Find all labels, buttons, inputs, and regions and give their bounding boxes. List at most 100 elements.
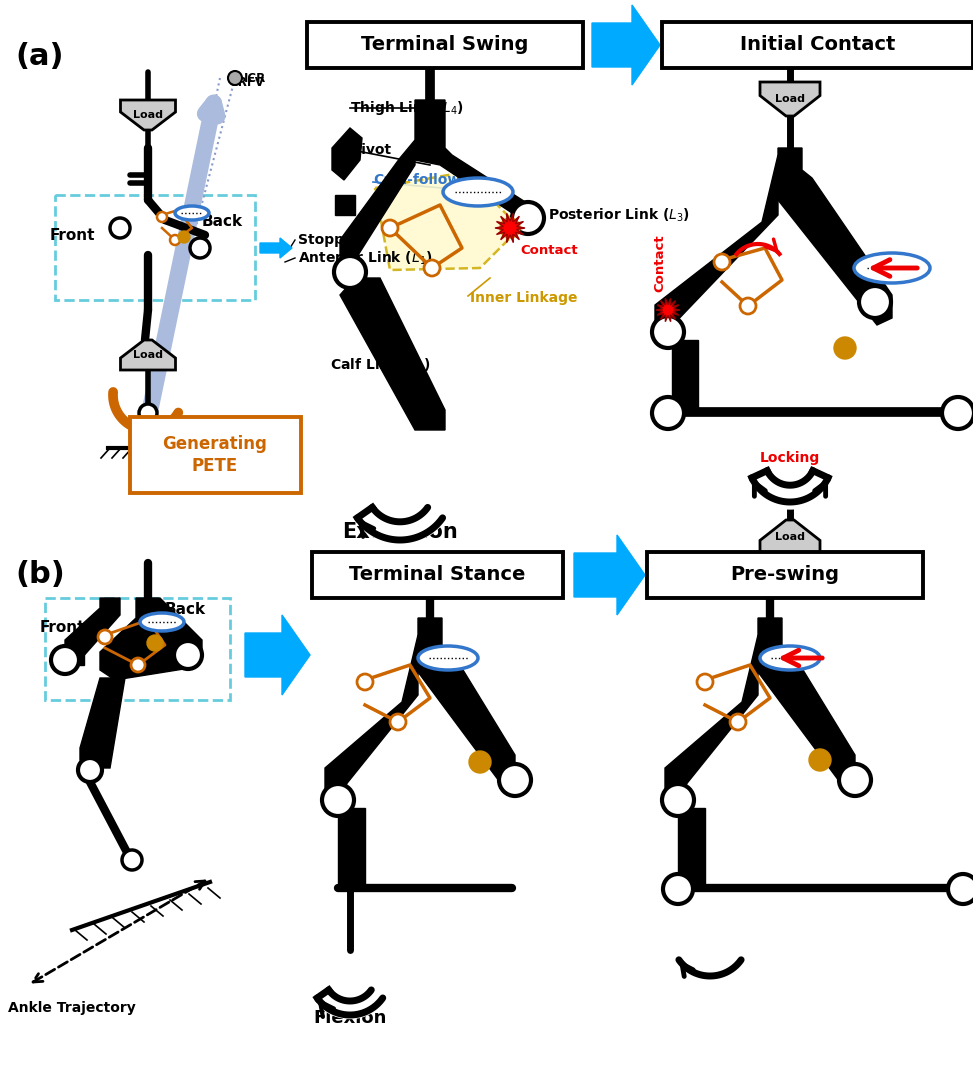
Text: Floor: Floor — [133, 455, 167, 468]
FancyBboxPatch shape — [662, 21, 973, 68]
Text: Front: Front — [39, 620, 85, 635]
Circle shape — [178, 231, 190, 243]
Circle shape — [190, 238, 210, 258]
Text: Pre-swing: Pre-swing — [731, 566, 840, 584]
Circle shape — [157, 212, 167, 222]
Circle shape — [809, 749, 831, 771]
FancyArrow shape — [245, 615, 310, 695]
Text: Thigh Link ($L_4$): Thigh Link ($L_4$) — [350, 99, 464, 117]
Polygon shape — [335, 195, 355, 215]
Polygon shape — [121, 100, 175, 130]
Ellipse shape — [140, 613, 184, 632]
Text: Cam-follower: Cam-follower — [373, 173, 477, 187]
Circle shape — [499, 764, 531, 796]
Circle shape — [357, 674, 373, 690]
Text: Back: Back — [164, 603, 205, 618]
FancyArrow shape — [574, 535, 645, 615]
Text: Contact: Contact — [654, 234, 667, 292]
Text: Ankle Trajectory: Ankle Trajectory — [8, 1001, 136, 1015]
Circle shape — [98, 630, 112, 644]
Polygon shape — [357, 507, 443, 540]
Circle shape — [948, 874, 973, 904]
Text: Stopper: Stopper — [298, 233, 360, 247]
Circle shape — [652, 316, 684, 348]
Polygon shape — [338, 808, 365, 888]
Circle shape — [382, 220, 398, 236]
Circle shape — [390, 714, 406, 730]
Text: Load: Load — [775, 532, 805, 542]
Polygon shape — [375, 172, 520, 270]
Polygon shape — [672, 340, 698, 412]
Polygon shape — [80, 678, 125, 768]
Circle shape — [424, 260, 440, 276]
Circle shape — [740, 297, 756, 314]
Text: Load: Load — [133, 350, 163, 360]
Circle shape — [78, 758, 102, 782]
Circle shape — [652, 397, 684, 429]
Text: Flexion: Flexion — [313, 1008, 386, 1027]
Circle shape — [942, 397, 973, 429]
Polygon shape — [678, 808, 705, 888]
Circle shape — [697, 674, 713, 690]
Polygon shape — [656, 299, 680, 322]
Circle shape — [730, 714, 746, 730]
Text: Extension: Extension — [342, 522, 458, 542]
Circle shape — [469, 751, 491, 773]
Polygon shape — [356, 290, 374, 310]
Polygon shape — [121, 340, 175, 371]
Circle shape — [500, 218, 520, 238]
Polygon shape — [327, 778, 346, 800]
Text: Load: Load — [133, 110, 163, 120]
Text: ICR: ICR — [244, 72, 267, 85]
Text: Terminal Swing: Terminal Swing — [361, 35, 528, 55]
Circle shape — [51, 645, 79, 674]
Polygon shape — [667, 778, 686, 800]
Circle shape — [174, 641, 202, 669]
Text: Pivot: Pivot — [352, 143, 392, 157]
Circle shape — [859, 286, 891, 318]
Ellipse shape — [854, 253, 930, 284]
FancyArrow shape — [592, 5, 660, 85]
Text: Generating
PETE: Generating PETE — [162, 435, 268, 475]
Circle shape — [834, 337, 856, 359]
Text: Calf Link ($L_2$): Calf Link ($L_2$) — [330, 357, 430, 374]
Circle shape — [839, 764, 871, 796]
Polygon shape — [760, 82, 820, 116]
Polygon shape — [758, 618, 855, 785]
Circle shape — [110, 218, 130, 238]
Text: (a): (a) — [15, 42, 63, 71]
Polygon shape — [657, 315, 676, 338]
Polygon shape — [340, 278, 445, 430]
Circle shape — [512, 202, 544, 234]
Text: Front: Front — [50, 228, 94, 243]
FancyBboxPatch shape — [307, 21, 583, 68]
Text: Contact: Contact — [520, 244, 578, 257]
Polygon shape — [340, 140, 415, 260]
Circle shape — [131, 658, 145, 672]
Text: (b): (b) — [15, 560, 65, 589]
Circle shape — [122, 850, 142, 870]
Polygon shape — [778, 148, 892, 325]
Ellipse shape — [443, 178, 513, 206]
Text: Locking: Locking — [760, 451, 820, 465]
Polygon shape — [100, 598, 202, 680]
Ellipse shape — [760, 645, 820, 670]
Circle shape — [334, 256, 366, 288]
FancyBboxPatch shape — [130, 417, 301, 493]
Ellipse shape — [175, 206, 209, 220]
Text: Initial Contact: Initial Contact — [739, 35, 895, 55]
Text: GRFV: GRFV — [228, 75, 264, 88]
Polygon shape — [418, 618, 515, 785]
Polygon shape — [66, 648, 84, 665]
Polygon shape — [332, 128, 362, 180]
Polygon shape — [317, 990, 382, 1015]
Text: Inner Linkage: Inner Linkage — [470, 291, 578, 305]
Circle shape — [147, 635, 163, 651]
Circle shape — [322, 784, 354, 816]
Polygon shape — [760, 520, 820, 554]
Text: Back: Back — [201, 215, 242, 230]
FancyArrow shape — [260, 238, 292, 258]
Circle shape — [228, 71, 242, 85]
Circle shape — [170, 235, 180, 245]
Circle shape — [663, 874, 693, 904]
